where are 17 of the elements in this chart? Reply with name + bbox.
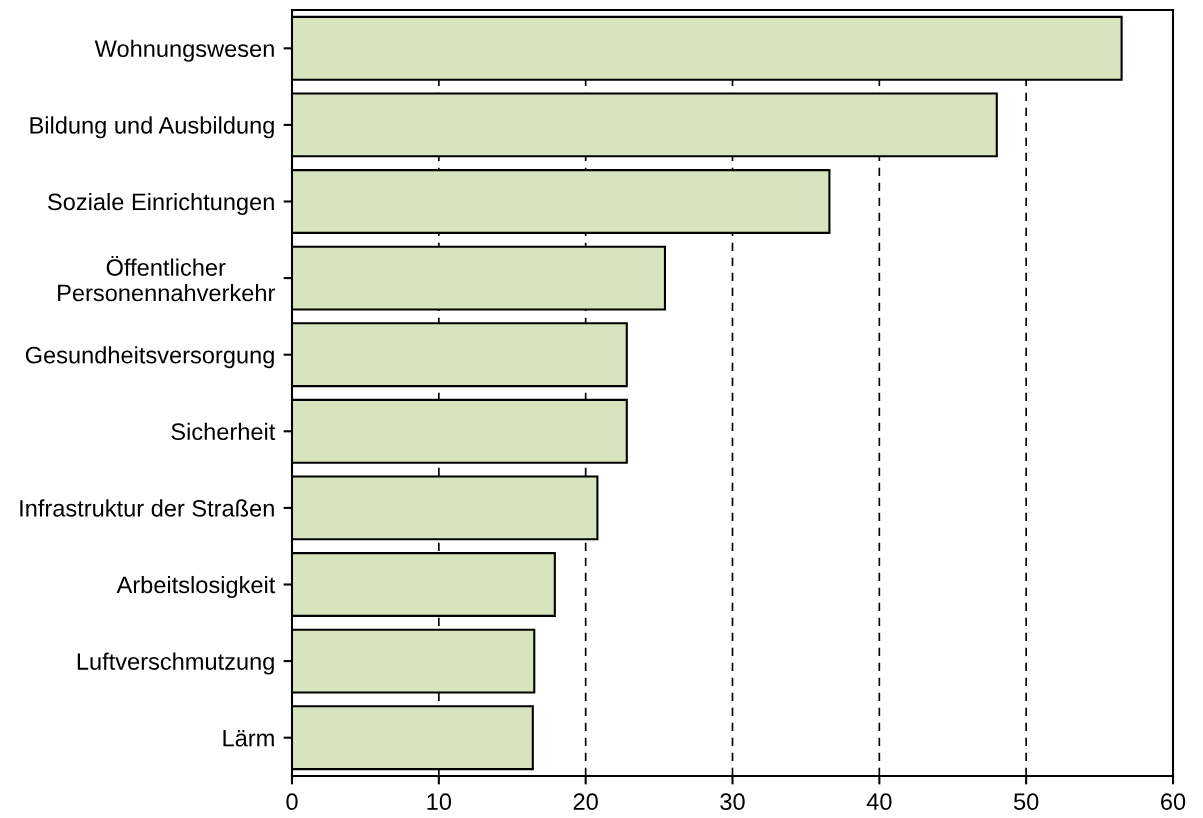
y-tick-label: Arbeitslosigkeit	[116, 575, 276, 598]
y-tick-label: Bildung und Ausbildung	[30, 116, 274, 139]
y-tick-label: Soziale Einrichtungen	[48, 192, 274, 215]
y-tick-label: Luftverschmutzung	[77, 652, 274, 675]
y-tick-label: Infrastruktur der Straßen	[20, 499, 274, 517]
x-tick-label: 20	[573, 793, 598, 811]
x-tick-label: 50	[1013, 793, 1039, 811]
x-tick-label: 60	[1161, 793, 1186, 811]
y-tick-label: Lärm	[223, 730, 274, 747]
y-tick-label: Sicherheit	[171, 422, 276, 441]
y-tick-label: Öffentlicher Personennahverkehr	[58, 255, 275, 302]
y-tick-label: Gesundheitsversorgung	[25, 346, 274, 369]
y-tick-label: Wohnungswesen	[94, 39, 274, 62]
x-tick-label: 30	[720, 793, 745, 811]
x-tick-label: 0	[286, 793, 298, 811]
x-tick-label: 40	[866, 793, 892, 811]
x-tick-label: 10	[427, 793, 452, 811]
